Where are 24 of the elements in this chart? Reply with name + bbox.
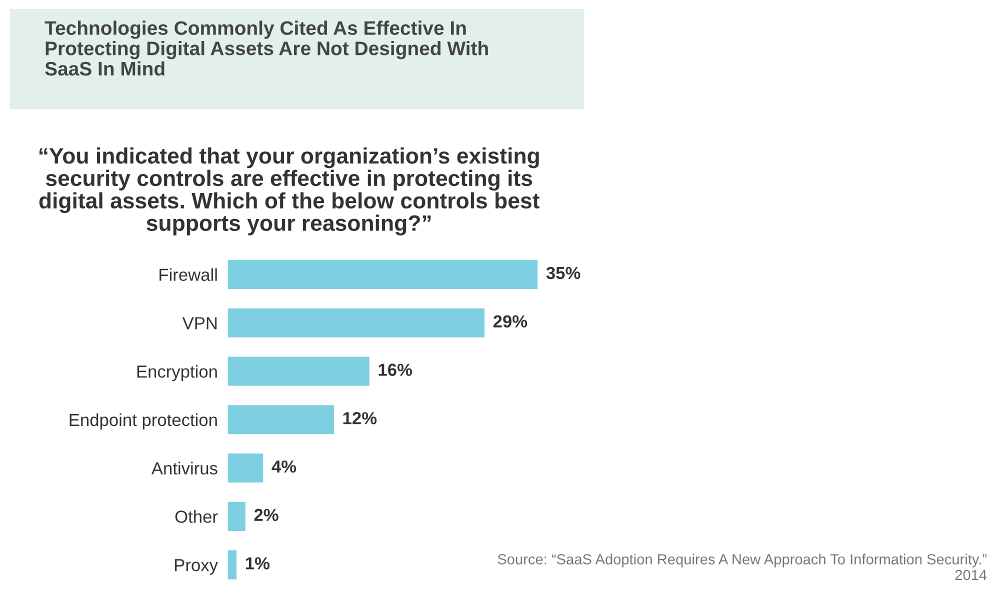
chart-title: Technologies Commonly Cited As Effective In Protecting Digital Assets Are Not Designed With SaaS In Mind [44,20,488,76]
bar [228,454,264,483]
data-label: 16% [378,364,412,376]
data-label: 29% [493,315,528,328]
bar [228,502,246,531]
bar [228,405,334,434]
chart-subtitle: “You indicated that your organization’s existing security controls are effective in protecting its digital assets. Which of the below controls best supports your reasoning?” [39,147,540,236]
y-tick-label: Proxy [175,559,218,575]
y-tick-label: Other [175,510,218,523]
data-label: 35% [546,266,580,280]
bar [228,260,538,290]
bar [228,356,370,386]
data-label: 12% [343,412,377,424]
y-tick-label: Firewall [160,268,217,281]
data-label: 2% [254,508,278,522]
bar [228,550,237,580]
y-tick-label: Antivirus [151,462,218,475]
data-label: 1% [246,557,270,570]
y-tick-label: Encryption [137,364,217,382]
annotation: Source: “SaaS Adoption Requires A New Approach To Information Security.” 2014 [498,554,987,580]
y-tick-label: Endpoint protection [70,413,217,430]
data-label: 4% [272,460,296,473]
y-tick-label: VPN [182,317,217,330]
bar [228,308,484,338]
